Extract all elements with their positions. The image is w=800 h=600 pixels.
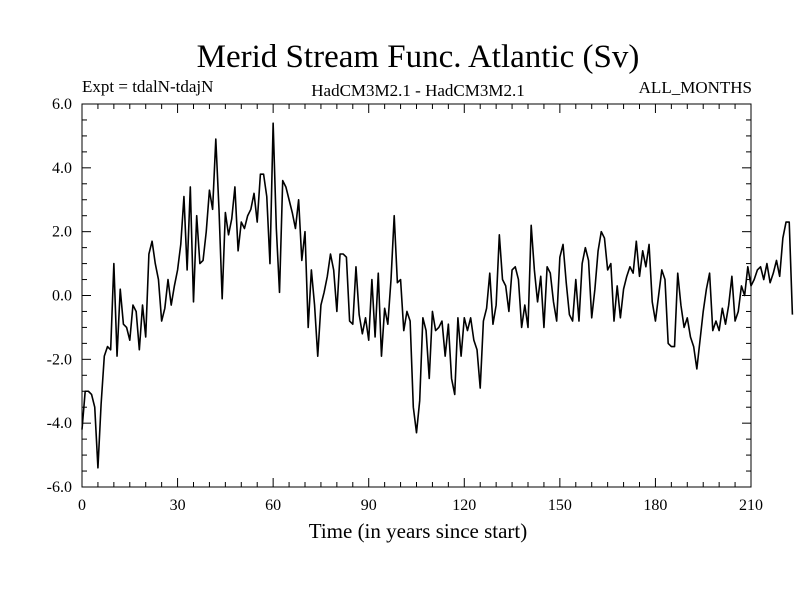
chart-title: Merid Stream Func. Atlantic (Sv) <box>197 39 640 75</box>
y-tick-label: -6.0 <box>47 479 72 496</box>
y-tick-label: 2.0 <box>52 224 72 241</box>
x-axis-ticks <box>81 104 752 487</box>
subtitle-months: ALL_MONTHS <box>639 78 752 97</box>
y-tick-label: -4.0 <box>47 415 72 432</box>
x-tick-label: 30 <box>170 497 186 514</box>
x-tick-label: 0 <box>78 497 86 514</box>
y-axis-tick-labels: -6.0 -4.0 -2.0 0.0 2.0 4.0 6.0 <box>47 96 72 496</box>
x-axis-label: Time (in years since start) <box>309 519 528 543</box>
y-axis-ticks <box>82 103 751 488</box>
x-tick-label: 150 <box>548 497 572 514</box>
y-tick-label: 6.0 <box>52 96 72 113</box>
x-tick-label: 90 <box>361 497 377 514</box>
x-axis-tick-labels: 0 30 60 90 120 150 180 210 <box>78 497 763 514</box>
subtitle-experiment: Expt = tdalN-tdajN <box>82 77 213 96</box>
y-tick-label: -2.0 <box>47 351 72 368</box>
subtitle-models: HadCM3M2.1 - HadCM3M2.1 <box>311 81 524 100</box>
y-tick-label: 4.0 <box>52 160 72 177</box>
x-tick-label: 180 <box>643 497 667 514</box>
series-line-merid-stream-func <box>81 122 794 469</box>
x-tick-label: 60 <box>265 497 281 514</box>
x-tick-label: 210 <box>739 497 763 514</box>
y-tick-label: 0.0 <box>52 288 72 305</box>
x-tick-label: 120 <box>452 497 476 514</box>
